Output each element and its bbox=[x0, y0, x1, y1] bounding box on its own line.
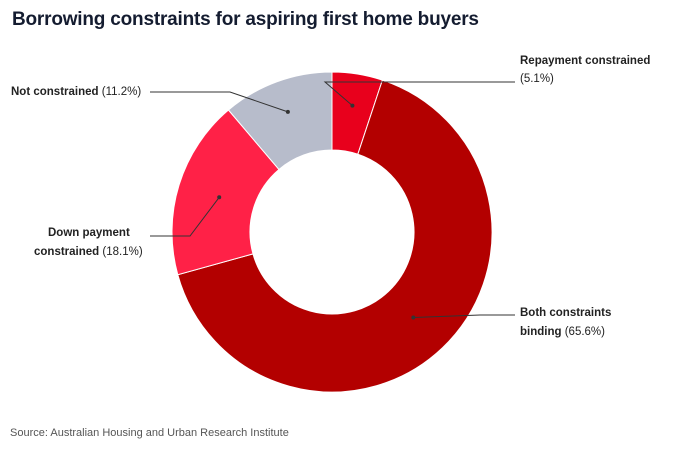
slice-label-both-line2: binding (65.6%) bbox=[520, 326, 605, 338]
slice-label-not-constrained: Not constrained (11.2%) bbox=[11, 86, 141, 98]
slices-group bbox=[171, 71, 493, 393]
slice-label-not-constrained-name: Not constrained bbox=[11, 86, 99, 98]
leader-dot bbox=[350, 103, 355, 108]
source-note: Source: Australian Housing and Urban Res… bbox=[10, 427, 289, 439]
chart-title: Borrowing constraints for aspiring first… bbox=[12, 9, 479, 30]
slice-label-repayment-name: Repayment constrained bbox=[520, 55, 650, 67]
slice-label-down-payment-line1: Down payment bbox=[48, 227, 130, 239]
slice-not-constrained bbox=[227, 71, 333, 171]
slice-value-both: (65.6%) bbox=[565, 326, 605, 338]
leader-line bbox=[323, 81, 515, 107]
leader-line bbox=[150, 197, 220, 237]
leader-dot bbox=[217, 195, 222, 200]
slice-label-repayment: Repayment constrained bbox=[520, 55, 650, 67]
slice-value-repayment: (5.1%) bbox=[520, 73, 554, 85]
leader-dot bbox=[285, 109, 290, 114]
leader-line bbox=[413, 314, 515, 319]
leader-lines bbox=[150, 81, 515, 320]
slice-down-payment bbox=[171, 109, 280, 276]
slice-value-down-payment: (18.1%) bbox=[102, 246, 142, 258]
slice-label-both-line1: Both constraints bbox=[520, 307, 611, 319]
leader-line bbox=[150, 91, 289, 113]
leader-dot bbox=[411, 315, 416, 320]
slice-label-down-payment-line2: constrained (18.1%) bbox=[34, 246, 143, 258]
slice-value-not-constrained: (11.2%) bbox=[102, 86, 142, 98]
slice-both-constraints bbox=[177, 79, 493, 393]
